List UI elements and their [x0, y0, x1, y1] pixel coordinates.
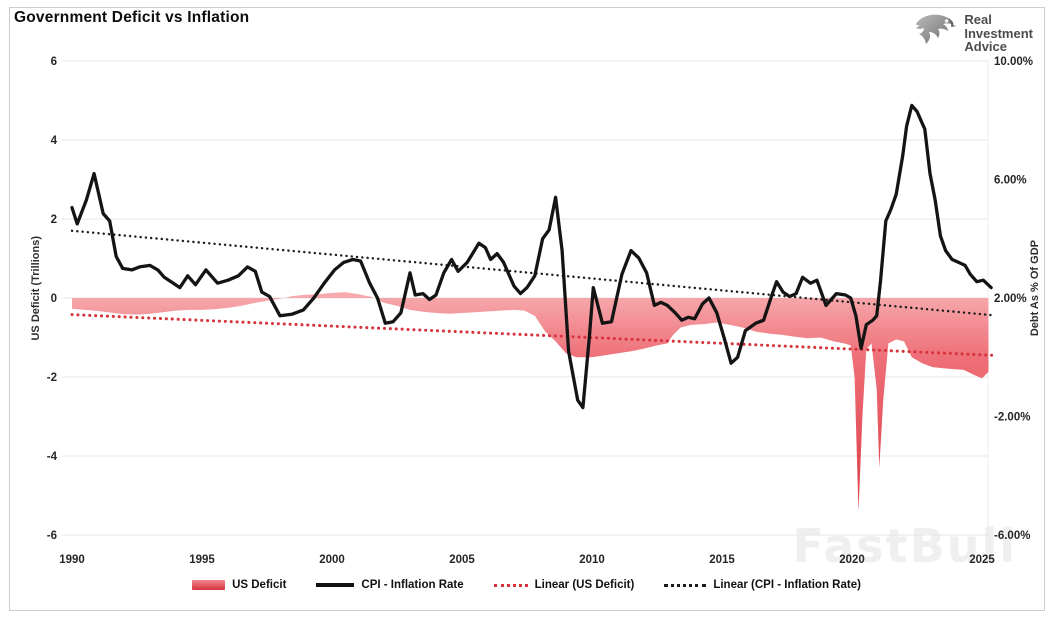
cpi-inflation-line — [70, 103, 993, 410]
legend-label: CPI - Inflation Rate — [361, 579, 464, 591]
left-axis-tick-label: -4 — [47, 451, 58, 463]
linear-us-deficit-swatch-icon — [493, 583, 528, 587]
logo-line-3: Advice — [964, 39, 1007, 55]
ria-logo: Real Investment Advice — [912, 10, 1033, 57]
legend-item-us-deficit: US Deficit — [192, 579, 286, 591]
x-axis-tick-label: 2020 — [839, 554, 865, 566]
linear-cpi-trendline — [70, 229, 994, 317]
x-axis-tick-label: 2000 — [319, 554, 345, 566]
x-axis-tick-label: 1990 — [59, 554, 85, 566]
x-axis-tick-label: 2015 — [709, 554, 735, 566]
right-axis-tick-label: 6.00% — [994, 175, 1027, 187]
logo-text: Real Investment Advice — [964, 13, 1033, 54]
left-axis-tick-label: 2 — [51, 214, 57, 226]
fastbull-watermark: FastBull — [792, 519, 1017, 573]
left-axis-tick-label: 6 — [51, 56, 57, 68]
eagle-logo-icon — [912, 10, 958, 57]
right-axis-title: Debt As % Of GDP — [1029, 240, 1041, 337]
legend-label: Linear (CPI - Inflation Rate) — [713, 579, 861, 591]
page-title: Government Deficit vs Inflation — [14, 9, 250, 26]
left-axis-tick-label: -2 — [47, 372, 57, 384]
legend-label: Linear (US Deficit) — [534, 579, 635, 591]
x-axis-tick-label: 2010 — [579, 554, 605, 566]
right-axis-tick-label: -6.00% — [994, 530, 1030, 542]
x-axis-tick-label: 2005 — [449, 554, 475, 566]
logo-line-1: Real — [964, 12, 992, 28]
x-axis-tick-label: 2025 — [969, 554, 995, 566]
left-axis-tick-label: 0 — [51, 293, 57, 305]
legend-item-cpi: CPI - Inflation Rate — [316, 579, 464, 591]
logo-line-2: Investment — [964, 25, 1033, 41]
us-deficit-area — [72, 292, 989, 512]
legend-label: US Deficit — [232, 579, 287, 591]
cpi-line-swatch-icon — [316, 583, 355, 587]
right-axis-tick-label: 2.00% — [994, 293, 1027, 305]
chart-legend: US Deficit CPI - Inflation Rate Linear (… — [0, 579, 1053, 591]
linear-us-deficit-trendline — [70, 313, 994, 357]
x-axis-tick-label: 1995 — [189, 554, 215, 566]
right-axis-tick-label: 10.00% — [994, 56, 1033, 68]
left-axis-title: US Deficit (Trillions) — [30, 236, 42, 341]
legend-item-linear-us-deficit: Linear (US Deficit) — [493, 579, 635, 591]
left-axis-tick-label: 4 — [51, 135, 58, 147]
legend-item-linear-cpi: Linear (CPI - Inflation Rate) — [664, 579, 861, 591]
left-axis-tick-label: -6 — [47, 530, 57, 542]
us-deficit-swatch-icon — [192, 580, 226, 590]
right-axis-tick-label: -2.00% — [994, 412, 1030, 424]
linear-cpi-swatch-icon — [664, 583, 707, 587]
